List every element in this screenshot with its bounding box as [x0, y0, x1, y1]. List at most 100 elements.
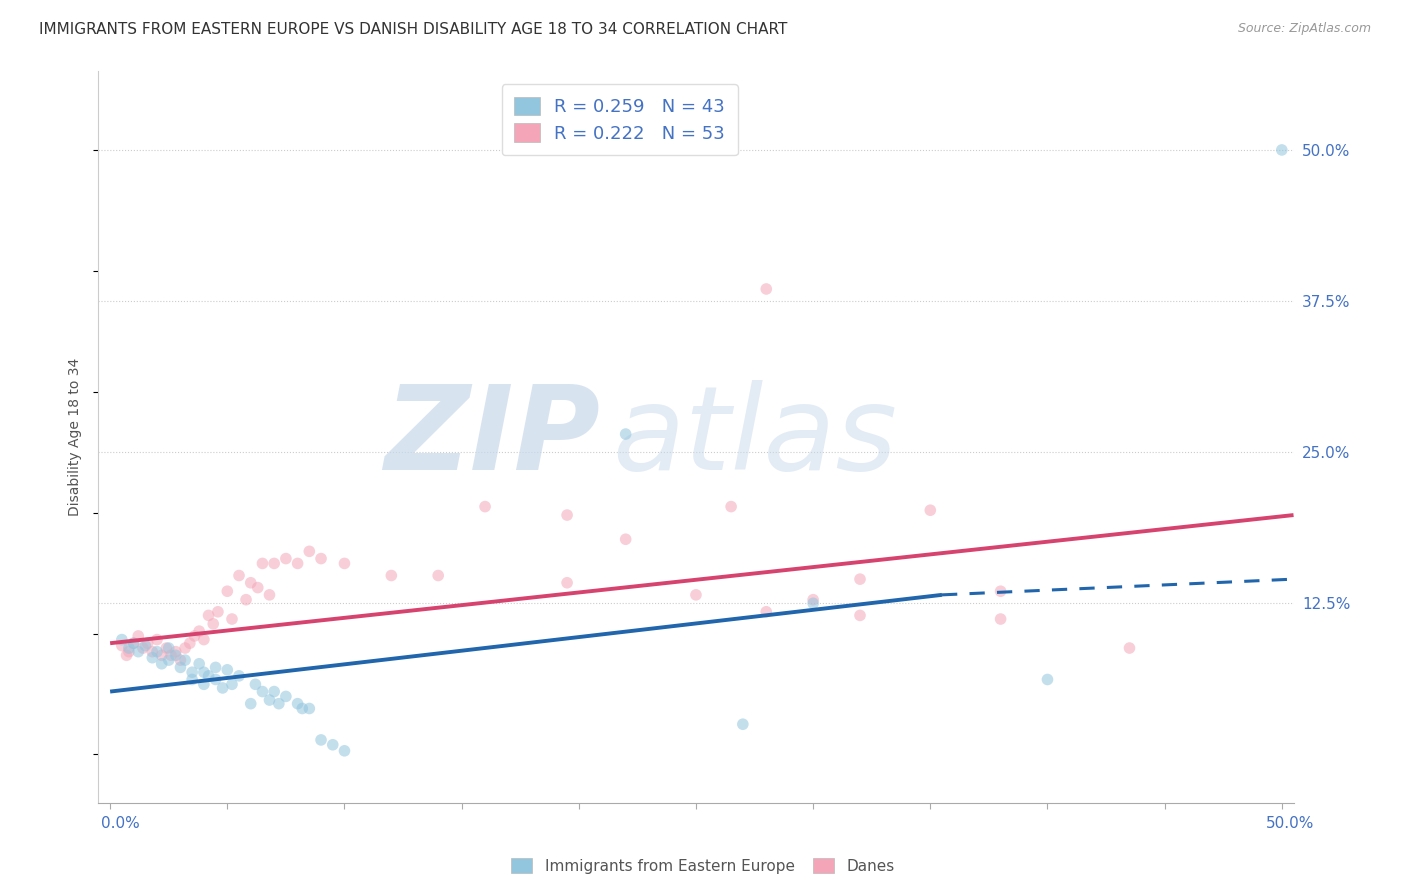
Point — [165, 648, 187, 663]
Point — [801, 592, 824, 607]
Point — [1036, 673, 1059, 687]
Point — [252, 557, 274, 571]
Point — [169, 660, 191, 674]
Point — [150, 648, 173, 663]
Point — [134, 639, 156, 653]
Point — [181, 673, 204, 687]
Point — [204, 660, 226, 674]
Point — [309, 551, 332, 566]
Point — [555, 575, 578, 590]
Point — [157, 641, 180, 656]
Point — [263, 557, 285, 571]
Point — [122, 636, 145, 650]
Point — [136, 636, 159, 650]
Point — [333, 557, 356, 571]
Text: 0.0%: 0.0% — [101, 816, 141, 831]
Point — [555, 508, 578, 522]
Point — [1271, 143, 1294, 157]
Point — [207, 605, 229, 619]
Text: ZIP: ZIP — [384, 380, 600, 494]
Point — [193, 632, 215, 647]
Point — [298, 701, 321, 715]
Point — [239, 697, 262, 711]
Point — [188, 657, 211, 671]
Point — [141, 645, 163, 659]
Point — [245, 677, 267, 691]
Point — [252, 684, 274, 698]
Point — [298, 544, 321, 558]
Point — [246, 581, 269, 595]
Point — [755, 605, 778, 619]
Point — [115, 648, 138, 663]
Point — [287, 557, 309, 571]
Point — [150, 657, 173, 671]
Point — [141, 650, 163, 665]
Point — [274, 690, 297, 704]
Point — [111, 639, 134, 653]
Text: Source: ZipAtlas.com: Source: ZipAtlas.com — [1237, 22, 1371, 36]
Point — [274, 551, 297, 566]
Point — [720, 500, 742, 514]
Point — [122, 636, 145, 650]
Point — [849, 608, 872, 623]
Point — [174, 653, 197, 667]
Point — [183, 629, 205, 643]
Point — [132, 641, 155, 656]
Point — [188, 624, 211, 639]
Point — [990, 584, 1012, 599]
Point — [193, 665, 215, 680]
Point — [920, 503, 942, 517]
Point — [174, 641, 197, 656]
Point — [204, 673, 226, 687]
Point — [263, 684, 285, 698]
Point — [169, 653, 191, 667]
Point — [211, 681, 233, 695]
Point — [291, 701, 314, 715]
Point — [221, 612, 243, 626]
Point — [259, 588, 281, 602]
Point — [755, 282, 778, 296]
Point — [146, 645, 169, 659]
Point — [849, 572, 872, 586]
Point — [228, 568, 250, 582]
Legend: Immigrants from Eastern Europe, Danes: Immigrants from Eastern Europe, Danes — [505, 852, 901, 880]
Point — [614, 533, 637, 547]
Point — [474, 500, 496, 514]
Point — [217, 584, 239, 599]
Point — [685, 588, 707, 602]
Point — [160, 648, 183, 663]
Text: IMMIGRANTS FROM EASTERN EUROPE VS DANISH DISABILITY AGE 18 TO 34 CORRELATION CHA: IMMIGRANTS FROM EASTERN EUROPE VS DANISH… — [39, 22, 787, 37]
Point — [179, 636, 201, 650]
Point — [118, 645, 141, 659]
Point — [801, 596, 824, 610]
Point — [309, 733, 332, 747]
Point — [333, 744, 356, 758]
Text: 50.0%: 50.0% — [1267, 816, 1315, 831]
Point — [731, 717, 754, 731]
Point — [146, 632, 169, 647]
Point — [181, 665, 204, 680]
Point — [614, 427, 637, 442]
Point — [235, 592, 257, 607]
Y-axis label: Disability Age 18 to 34: Disability Age 18 to 34 — [69, 358, 83, 516]
Point — [217, 663, 239, 677]
Point — [380, 568, 402, 582]
Point — [287, 697, 309, 711]
Point — [157, 653, 180, 667]
Point — [127, 645, 149, 659]
Point — [427, 568, 450, 582]
Point — [228, 669, 250, 683]
Point — [259, 693, 281, 707]
Point — [111, 632, 134, 647]
Point — [193, 677, 215, 691]
Point — [990, 612, 1012, 626]
Point — [221, 677, 243, 691]
Point — [267, 697, 290, 711]
Point — [118, 641, 141, 656]
Text: atlas: atlas — [613, 380, 897, 494]
Point — [197, 608, 219, 623]
Point — [1118, 641, 1140, 656]
Point — [155, 641, 177, 656]
Point — [127, 629, 149, 643]
Point — [239, 575, 262, 590]
